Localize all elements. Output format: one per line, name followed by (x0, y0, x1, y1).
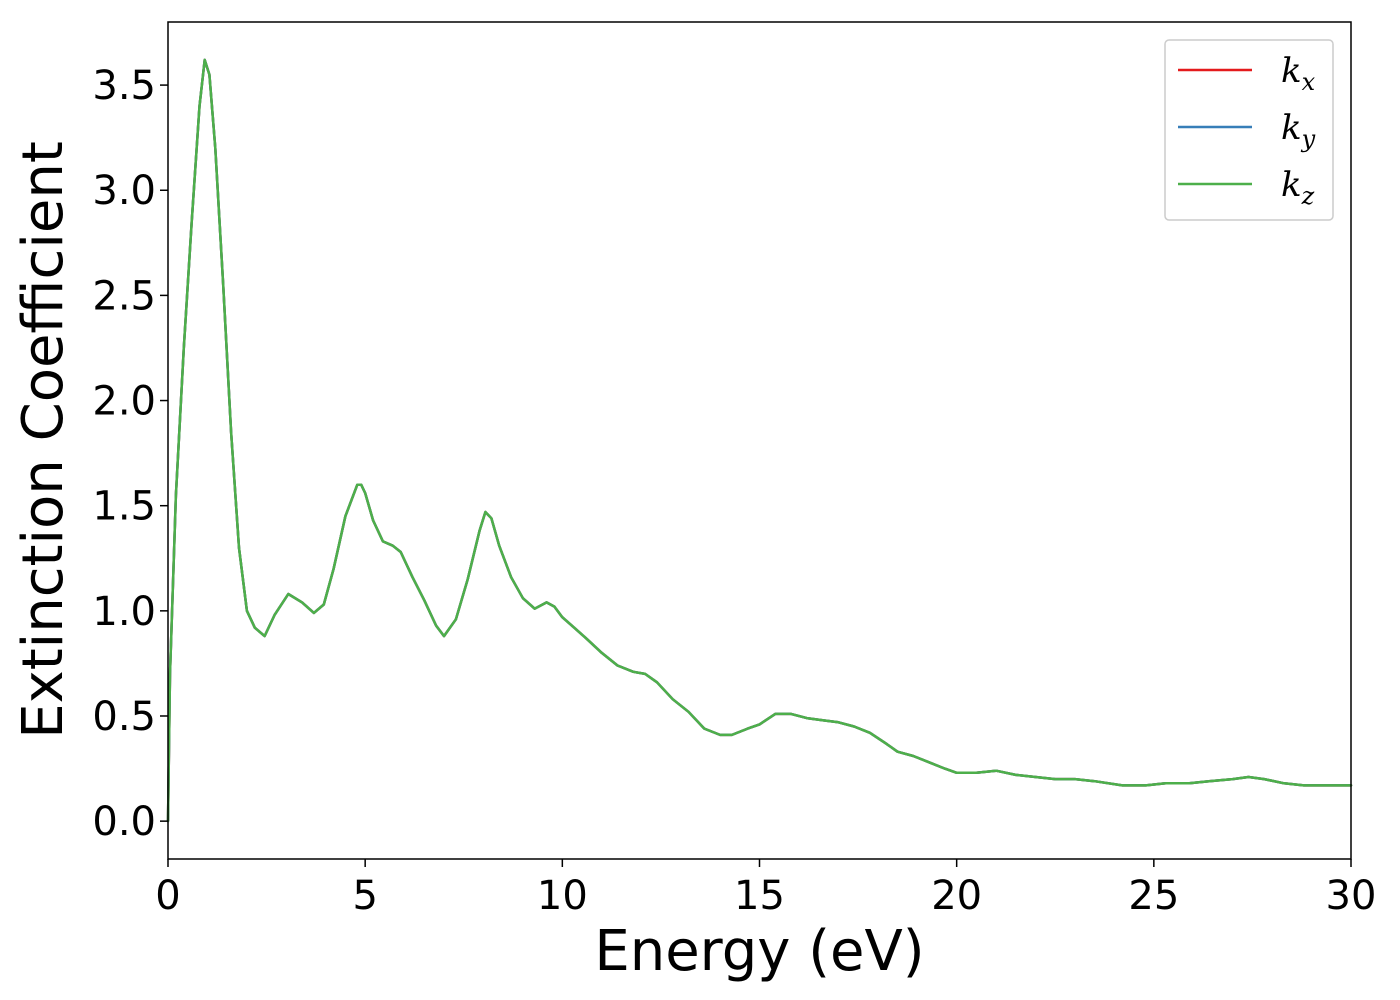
y-tick-label: 1.0 (92, 589, 156, 635)
y-tick-label: 1.5 (92, 484, 156, 530)
y-axis-ticks: 0.0 0.5 1.0 1.5 2.0 2.5 3.0 3.5 (92, 63, 168, 845)
x-tick-label: 0 (155, 873, 180, 919)
x-tick-label: 10 (537, 873, 588, 919)
x-axis-title: Energy (eV) (594, 919, 924, 984)
x-tick-label: 15 (734, 873, 785, 919)
legend-label-kz: kz (1281, 165, 1315, 210)
legend: kx ky kz (1164, 39, 1334, 221)
plot-background (168, 22, 1351, 859)
y-tick-label: 2.5 (92, 273, 156, 319)
y-tick-label: 2.0 (92, 379, 156, 425)
x-tick-label: 30 (1326, 873, 1377, 919)
x-tick-label: 25 (1128, 873, 1179, 919)
y-tick-label: 3.5 (92, 63, 156, 109)
y-axis-title: Extinction Coefficient (11, 141, 76, 739)
series-layer (166, 58, 1353, 823)
y-tick-label: 3.0 (92, 168, 156, 214)
x-tick-label: 5 (352, 873, 377, 919)
y-tick-label: 0.0 (92, 799, 156, 845)
x-axis-ticks: 0 5 10 15 20 25 30 (155, 859, 1376, 919)
x-tick-label: 20 (931, 873, 982, 919)
legend-label-kx: kx (1281, 51, 1316, 96)
y-tick-label: 0.5 (92, 694, 156, 740)
legend-frame (1164, 39, 1334, 221)
series-line-kz (166, 58, 1353, 823)
legend-label-ky: ky (1281, 108, 1316, 153)
